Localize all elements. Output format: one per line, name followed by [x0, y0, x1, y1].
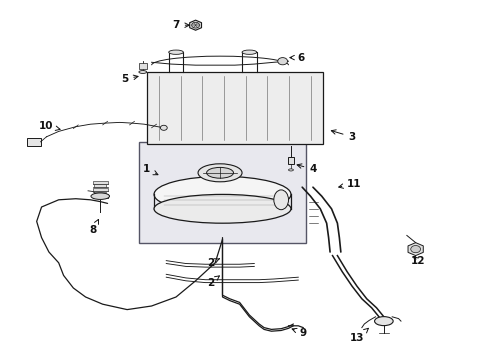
Ellipse shape	[91, 193, 109, 199]
Circle shape	[191, 22, 199, 28]
Text: 7: 7	[172, 20, 189, 30]
Bar	[93, 188, 107, 191]
Polygon shape	[189, 20, 201, 30]
Circle shape	[410, 246, 420, 253]
Text: 3: 3	[331, 130, 355, 142]
Bar	[94, 192, 106, 194]
Ellipse shape	[154, 176, 290, 212]
Text: 8: 8	[89, 220, 98, 235]
Bar	[287, 157, 293, 164]
FancyBboxPatch shape	[139, 142, 305, 243]
Polygon shape	[407, 243, 423, 256]
Circle shape	[160, 125, 167, 130]
Bar	[27, 138, 41, 146]
Text: 1: 1	[143, 164, 158, 175]
Text: 12: 12	[410, 256, 425, 266]
Ellipse shape	[288, 169, 293, 171]
Text: 11: 11	[338, 179, 361, 189]
Ellipse shape	[273, 190, 288, 210]
Text: 13: 13	[349, 328, 367, 343]
Bar	[93, 181, 107, 184]
Ellipse shape	[374, 317, 392, 325]
Text: 2: 2	[206, 258, 219, 268]
Bar	[94, 184, 106, 187]
Text: 5: 5	[121, 74, 138, 84]
Text: 10: 10	[39, 121, 60, 131]
Text: 2: 2	[206, 276, 219, 288]
Text: 4: 4	[297, 164, 316, 174]
Ellipse shape	[198, 164, 242, 182]
Ellipse shape	[168, 50, 183, 54]
Bar	[93, 195, 107, 198]
Ellipse shape	[154, 194, 290, 223]
Bar	[139, 63, 146, 69]
Text: 9: 9	[291, 328, 306, 338]
Ellipse shape	[242, 50, 256, 54]
Ellipse shape	[206, 167, 233, 178]
Text: 6: 6	[289, 53, 304, 63]
Circle shape	[277, 58, 287, 65]
Bar	[146, 72, 322, 144]
Ellipse shape	[139, 71, 146, 73]
